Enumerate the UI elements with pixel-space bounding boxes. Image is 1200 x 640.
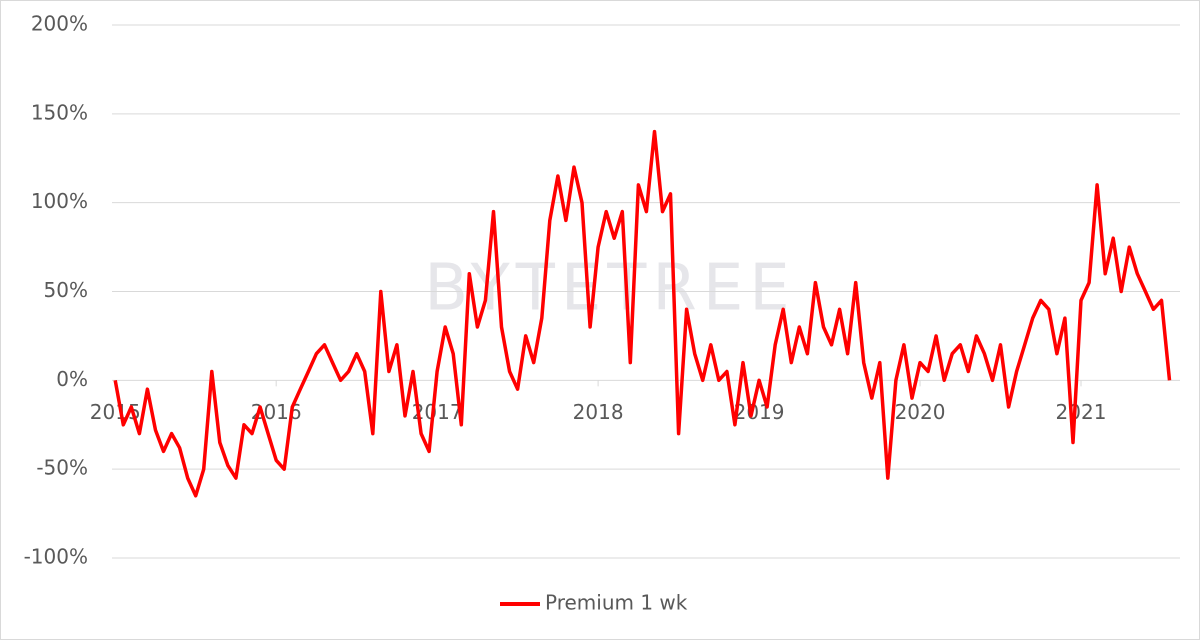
y-tick-label: 150% — [31, 100, 88, 124]
x-tick-label: 2018 — [573, 400, 624, 424]
x-tick-label: 2021 — [1056, 400, 1107, 424]
x-tick-label: 2019 — [734, 400, 785, 424]
data-line — [113, 129, 1172, 498]
legend-label: Premium 1 wk — [545, 591, 688, 615]
y-tick-label: 50% — [44, 278, 88, 302]
y-tick-label: -50% — [36, 456, 88, 480]
y-tick-label: 100% — [31, 189, 88, 213]
y-tick-label: -100% — [24, 545, 88, 569]
y-tick-label: 200% — [31, 12, 88, 36]
x-tick-label: 2020 — [895, 400, 946, 424]
y-tick-label: 0% — [56, 367, 88, 391]
